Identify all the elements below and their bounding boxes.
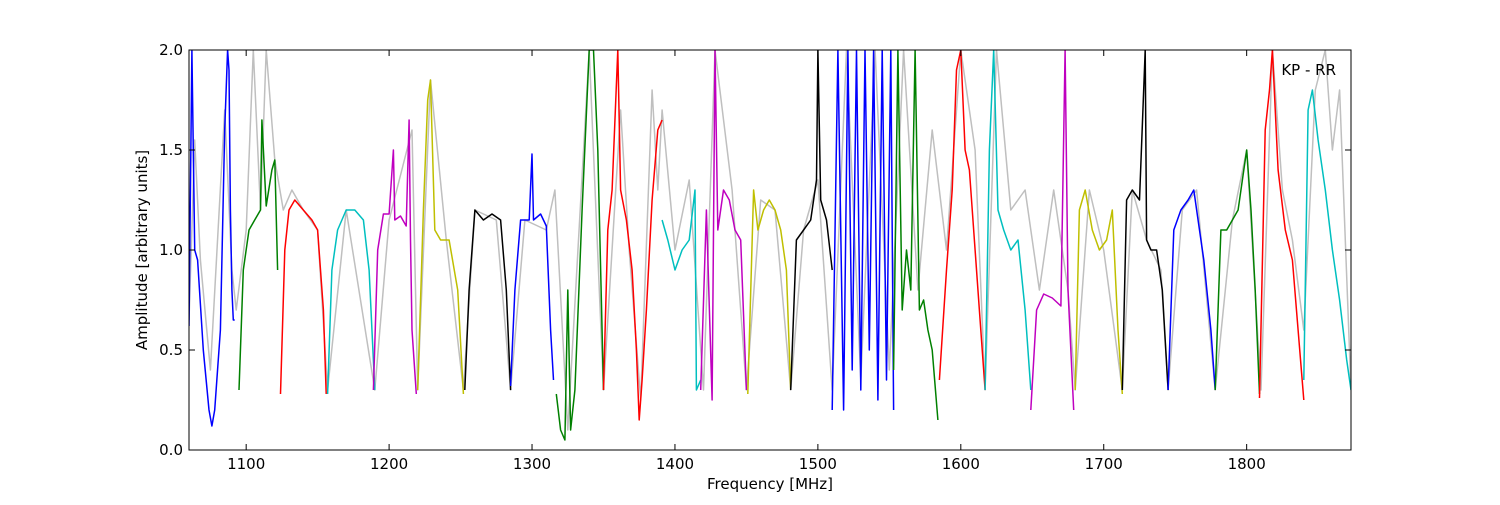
- band-segment-3-red: [279, 199, 327, 395]
- x-tick-label-1800: 1800: [1228, 455, 1266, 473]
- y-tick-label-1.5: 1.5: [159, 141, 183, 159]
- x-tick-label-1100: 1100: [227, 455, 265, 473]
- band-segment-25-cyan: [1303, 89, 1351, 391]
- y-tick-label-0: 0.0: [159, 441, 183, 459]
- y-tick-label-2: 2.0: [159, 41, 183, 59]
- chart-annotation: KP - RR: [1281, 61, 1336, 79]
- band-segment-14-black: [789, 50, 833, 391]
- band-segment-21-black: [1121, 50, 1169, 391]
- band-segment-16-green: [892, 50, 939, 421]
- x-tick-label-1400: 1400: [656, 455, 694, 473]
- band-segment-5-magenta: [372, 119, 418, 395]
- band-segment-6-yellow: [416, 79, 465, 395]
- band-segment-19-magenta: [1030, 50, 1075, 411]
- band-segment-9-green: [555, 50, 605, 441]
- band-segment-20-yellow: [1074, 189, 1124, 395]
- band-segment-11-cyan: [661, 189, 702, 391]
- band-segment-23-green: [1214, 149, 1261, 395]
- band-segment-18-cyan: [984, 50, 1032, 391]
- x-tick-label-1300: 1300: [513, 455, 551, 473]
- band-segment-7-black: [464, 209, 512, 391]
- band-segment-4-cyan: [326, 209, 376, 395]
- band-segment-8-blue: [509, 153, 555, 387]
- x-tick-label-1200: 1200: [370, 455, 408, 473]
- band-segment-2-green: [238, 119, 279, 391]
- y-tick-label-1: 1.0: [159, 241, 183, 259]
- x-axis-label: Frequency [MHz]: [707, 475, 833, 493]
- x-tick-label-1700: 1700: [1085, 455, 1123, 473]
- plot-traces: [189, 50, 1351, 441]
- band-segment-17-red: [938, 50, 986, 391]
- x-tick-label-1500: 1500: [799, 455, 837, 473]
- band-segment-10-red: [602, 50, 663, 421]
- band-segment-22-blue: [1167, 189, 1216, 391]
- x-tick-label-1600: 1600: [942, 455, 980, 473]
- band-segment-12-magenta: [699, 50, 748, 401]
- band-segment-13-yellow: [747, 189, 792, 395]
- band-segment-1-blue: [189, 50, 235, 427]
- band-segment-24-red: [1258, 50, 1305, 401]
- y-tick-label-0.5: 0.5: [159, 341, 183, 359]
- y-axis-label: Amplitude [arbitrary units]: [133, 150, 151, 350]
- band-segment-15-blue: [831, 50, 895, 411]
- axis-ticks: 1100 1200 1300 1400 1500 1600 1700 1800 0.0 0.5 1.…: [159, 41, 1351, 473]
